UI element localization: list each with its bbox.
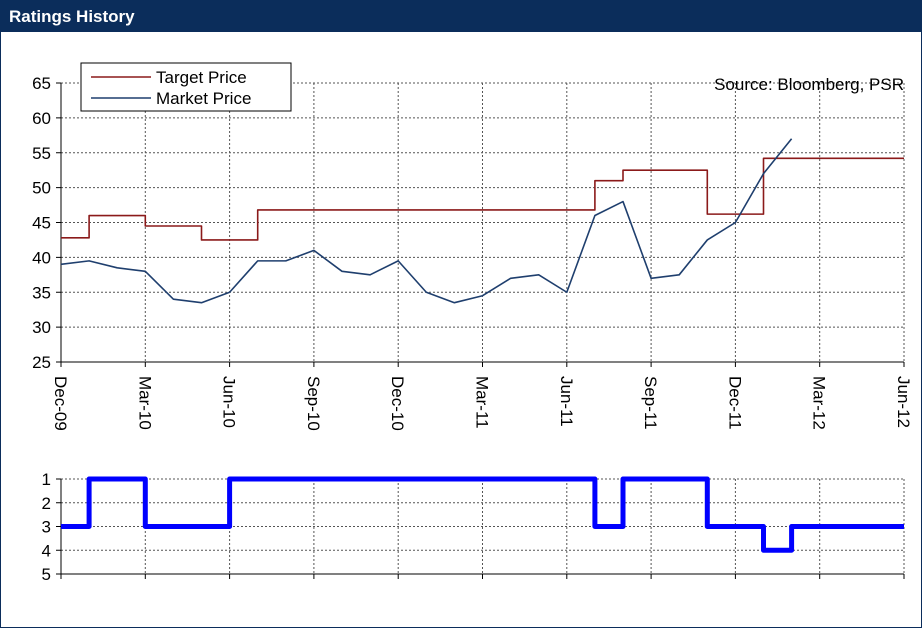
x-tick-label: Jun-12 [894,376,913,428]
y-tick-label: 65 [32,74,51,93]
y-tick-label: 40 [32,248,51,267]
y-tick-label: 60 [32,109,51,128]
x-tick-label: Jun-10 [220,376,239,428]
annotation: Source: Bloomberg, PSR [714,75,904,94]
y-tick-label: 2 [42,494,51,513]
y-tick-label: 1 [42,470,51,489]
legend-box [80,62,292,112]
x-tick-label: Dec-10 [388,376,407,431]
x-tick-label: Mar-10 [135,376,154,430]
x-tick-label: Dec-11 [725,376,744,430]
legend: Target Price Market Price [80,62,292,112]
legend-label: Market Price [156,89,251,108]
y-tick-label: 55 [32,144,51,163]
data-line [61,476,904,553]
y-tick-label: 30 [32,318,51,337]
x-tick-label: Dec-09 [51,376,70,431]
x-tick-label: Sep-10 [304,376,323,431]
y-tick-label: 4 [42,541,51,560]
data-line [60,138,793,304]
data-line [61,157,904,241]
x-tick-label: Sep-11 [641,376,660,430]
x-tick-label: Mar-12 [810,376,829,430]
x-tick-label: Jun-11 [557,376,576,427]
legend-label: Target Price [156,68,247,87]
y-tick-label: 5 [42,565,51,584]
y-tick-label: 35 [32,283,51,302]
y-tick-label: 45 [32,214,51,233]
y-tick-label: 50 [32,179,51,198]
header-title: Ratings History [1,1,921,32]
y-tick-label: 25 [32,353,51,372]
x-tick-label: Mar-11 [473,376,492,429]
y-tick-label: 3 [42,518,51,537]
